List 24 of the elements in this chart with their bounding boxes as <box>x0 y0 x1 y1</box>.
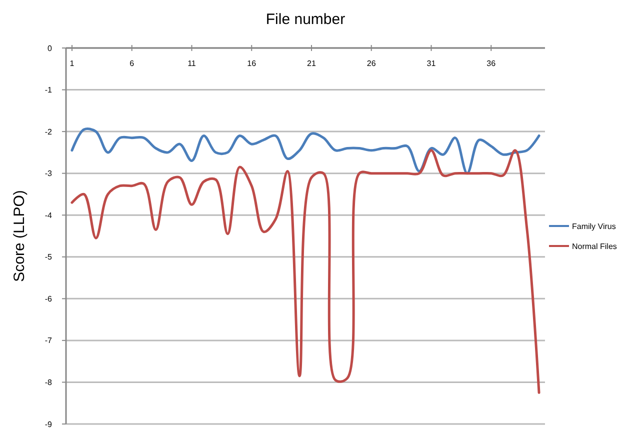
legend-label: Family Virus <box>572 222 616 231</box>
line-series <box>70 128 540 175</box>
y-tick-label: -1 <box>44 86 53 95</box>
x-tick-label: 26 <box>366 59 376 68</box>
x-tick-label: 6 <box>130 59 135 68</box>
y-tick-label: -2 <box>44 127 53 136</box>
y-tick-label: -9 <box>44 420 53 429</box>
x-tick-label: 1 <box>70 59 75 68</box>
x-tick-label: 11 <box>188 59 196 68</box>
line-series <box>70 149 540 394</box>
y-tick-label: -5 <box>44 252 53 262</box>
y-tick-label: -3 <box>44 169 53 178</box>
legend-label: Normal Files <box>572 242 617 251</box>
y-tick-label: -7 <box>44 336 53 346</box>
y-tick-label: -4 <box>44 210 53 220</box>
x-tick-label: 16 <box>247 59 257 68</box>
x-axis-title: File number <box>266 11 346 28</box>
x-tick-label: 36 <box>486 59 496 68</box>
y-tick-label: -8 <box>44 378 53 388</box>
y-tick-label: -6 <box>44 294 53 304</box>
x-tick-label: 21 <box>307 59 316 68</box>
y-axis-title: Score (LLPO) <box>11 190 28 282</box>
x-tick-label: 31 <box>426 59 436 68</box>
y-tick-label: 0 <box>48 44 53 53</box>
